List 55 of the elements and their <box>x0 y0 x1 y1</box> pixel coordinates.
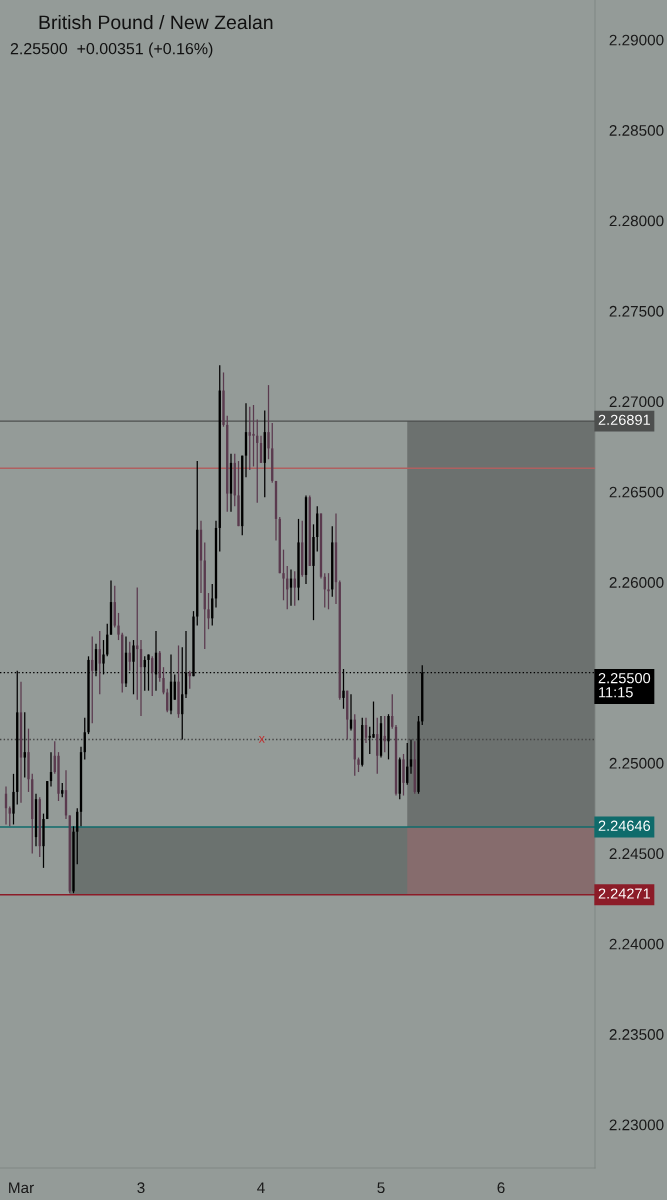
y-tick-label: 2.29000 <box>609 34 664 46</box>
candlestick <box>368 726 371 755</box>
candlestick <box>282 549 285 601</box>
candlestick <box>12 773 15 826</box>
y-tick-label: 2.24000 <box>609 938 664 950</box>
text: British Pound / New Zealan <box>39 14 273 30</box>
y-tick-label: 2.27500 <box>609 305 664 317</box>
candlestick <box>23 711 26 779</box>
candlestick <box>312 523 315 621</box>
candlestick <box>297 518 300 601</box>
x-tick-label: 6 <box>497 1182 505 1194</box>
y-tick-label: 2.26500 <box>609 486 664 498</box>
candlestick <box>252 404 255 468</box>
candlestick <box>222 371 225 428</box>
candlestick <box>72 825 75 894</box>
candlestick <box>357 756 360 773</box>
ref-line-label: 2.26891 <box>598 414 650 426</box>
candlestick <box>237 460 240 527</box>
y-tick-label: 2.24500 <box>609 848 664 860</box>
y-tick-label: 2.28500 <box>609 125 664 136</box>
candlestick <box>364 717 368 744</box>
text: 2.25500 +0.00351 (+0.16%) <box>10 42 213 58</box>
ref-line-label: 2.25500 11:15 <box>598 672 651 698</box>
candlestick <box>409 738 413 775</box>
candlestick <box>166 688 169 713</box>
candlestick <box>136 586 139 701</box>
candlestick <box>102 639 105 676</box>
candlestick <box>327 572 330 610</box>
candlestick <box>207 592 210 630</box>
candlestick <box>42 812 45 869</box>
candlestick <box>117 612 120 641</box>
x-tick-label: 3 <box>137 1182 145 1194</box>
candlestick <box>417 715 420 795</box>
candlestick <box>162 666 165 695</box>
candlestick <box>372 700 375 739</box>
candlestick <box>248 406 251 471</box>
candlestick <box>57 751 60 802</box>
x-tick-label: 4 <box>257 1182 265 1193</box>
ref-line-label: 2.24646 <box>598 820 651 831</box>
y-tick-label: 2.23000 <box>609 1119 664 1131</box>
x-tick-label: 5 <box>377 1182 385 1194</box>
candlestick <box>267 384 270 460</box>
y-tick-label: 2.23500 <box>609 1029 664 1040</box>
y-tick-label: 2.26000 <box>609 577 664 588</box>
y-tick-label: 2.28000 <box>609 215 664 227</box>
ref-line-label: 2.24271 <box>598 888 650 899</box>
annotation: x <box>258 736 265 743</box>
candlestick <box>387 713 390 761</box>
candlestick <box>402 753 405 797</box>
candlestick <box>27 728 30 793</box>
x-tick-label: Mar <box>9 1182 34 1194</box>
y-tick-label: 2.27000 <box>609 396 664 408</box>
candlestick <box>8 805 11 827</box>
y-tick-label: 2.25000 <box>609 757 664 769</box>
candlestick <box>177 644 180 719</box>
